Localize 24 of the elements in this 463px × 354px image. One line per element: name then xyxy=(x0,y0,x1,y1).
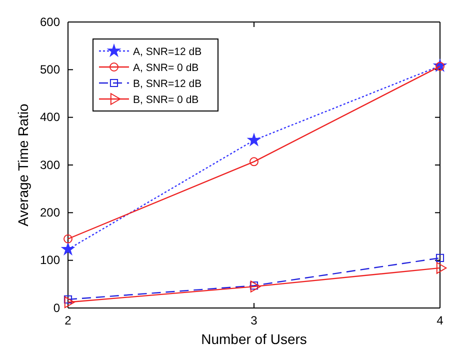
point xyxy=(248,134,260,146)
y-tick-label: 500 xyxy=(40,62,60,77)
point xyxy=(64,234,72,244)
legend-label: A, SNR=12 dB xyxy=(133,46,202,58)
x-tick-label: 4 xyxy=(436,314,444,328)
point xyxy=(250,157,258,166)
x-tick-label: 2 xyxy=(64,314,72,328)
y-tick-label: 400 xyxy=(40,110,60,124)
legend-label: B, SNR= 0 dB xyxy=(133,94,199,106)
y-tick-label: 300 xyxy=(40,158,60,172)
x-tick-label: 3 xyxy=(250,314,258,328)
y-tick-label: 0 xyxy=(53,300,60,315)
y-axis-title: Average Time Ratio xyxy=(15,103,31,226)
point xyxy=(436,262,447,274)
y-tick-label: 200 xyxy=(40,206,60,220)
legend-label: A, SNR= 0 dB xyxy=(133,62,199,74)
point xyxy=(64,296,75,308)
y-tick-label: 600 xyxy=(40,14,60,29)
point xyxy=(250,280,261,292)
point xyxy=(62,242,74,255)
x-axis-title: Number of Users xyxy=(201,331,307,347)
y-tick-label: 100 xyxy=(40,253,60,268)
legend-label: B, SNR=12 dB xyxy=(133,78,202,90)
point xyxy=(436,254,444,262)
